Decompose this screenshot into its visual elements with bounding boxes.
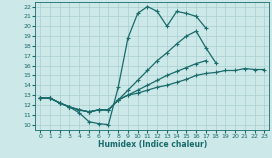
X-axis label: Humidex (Indice chaleur): Humidex (Indice chaleur) [98,140,207,149]
